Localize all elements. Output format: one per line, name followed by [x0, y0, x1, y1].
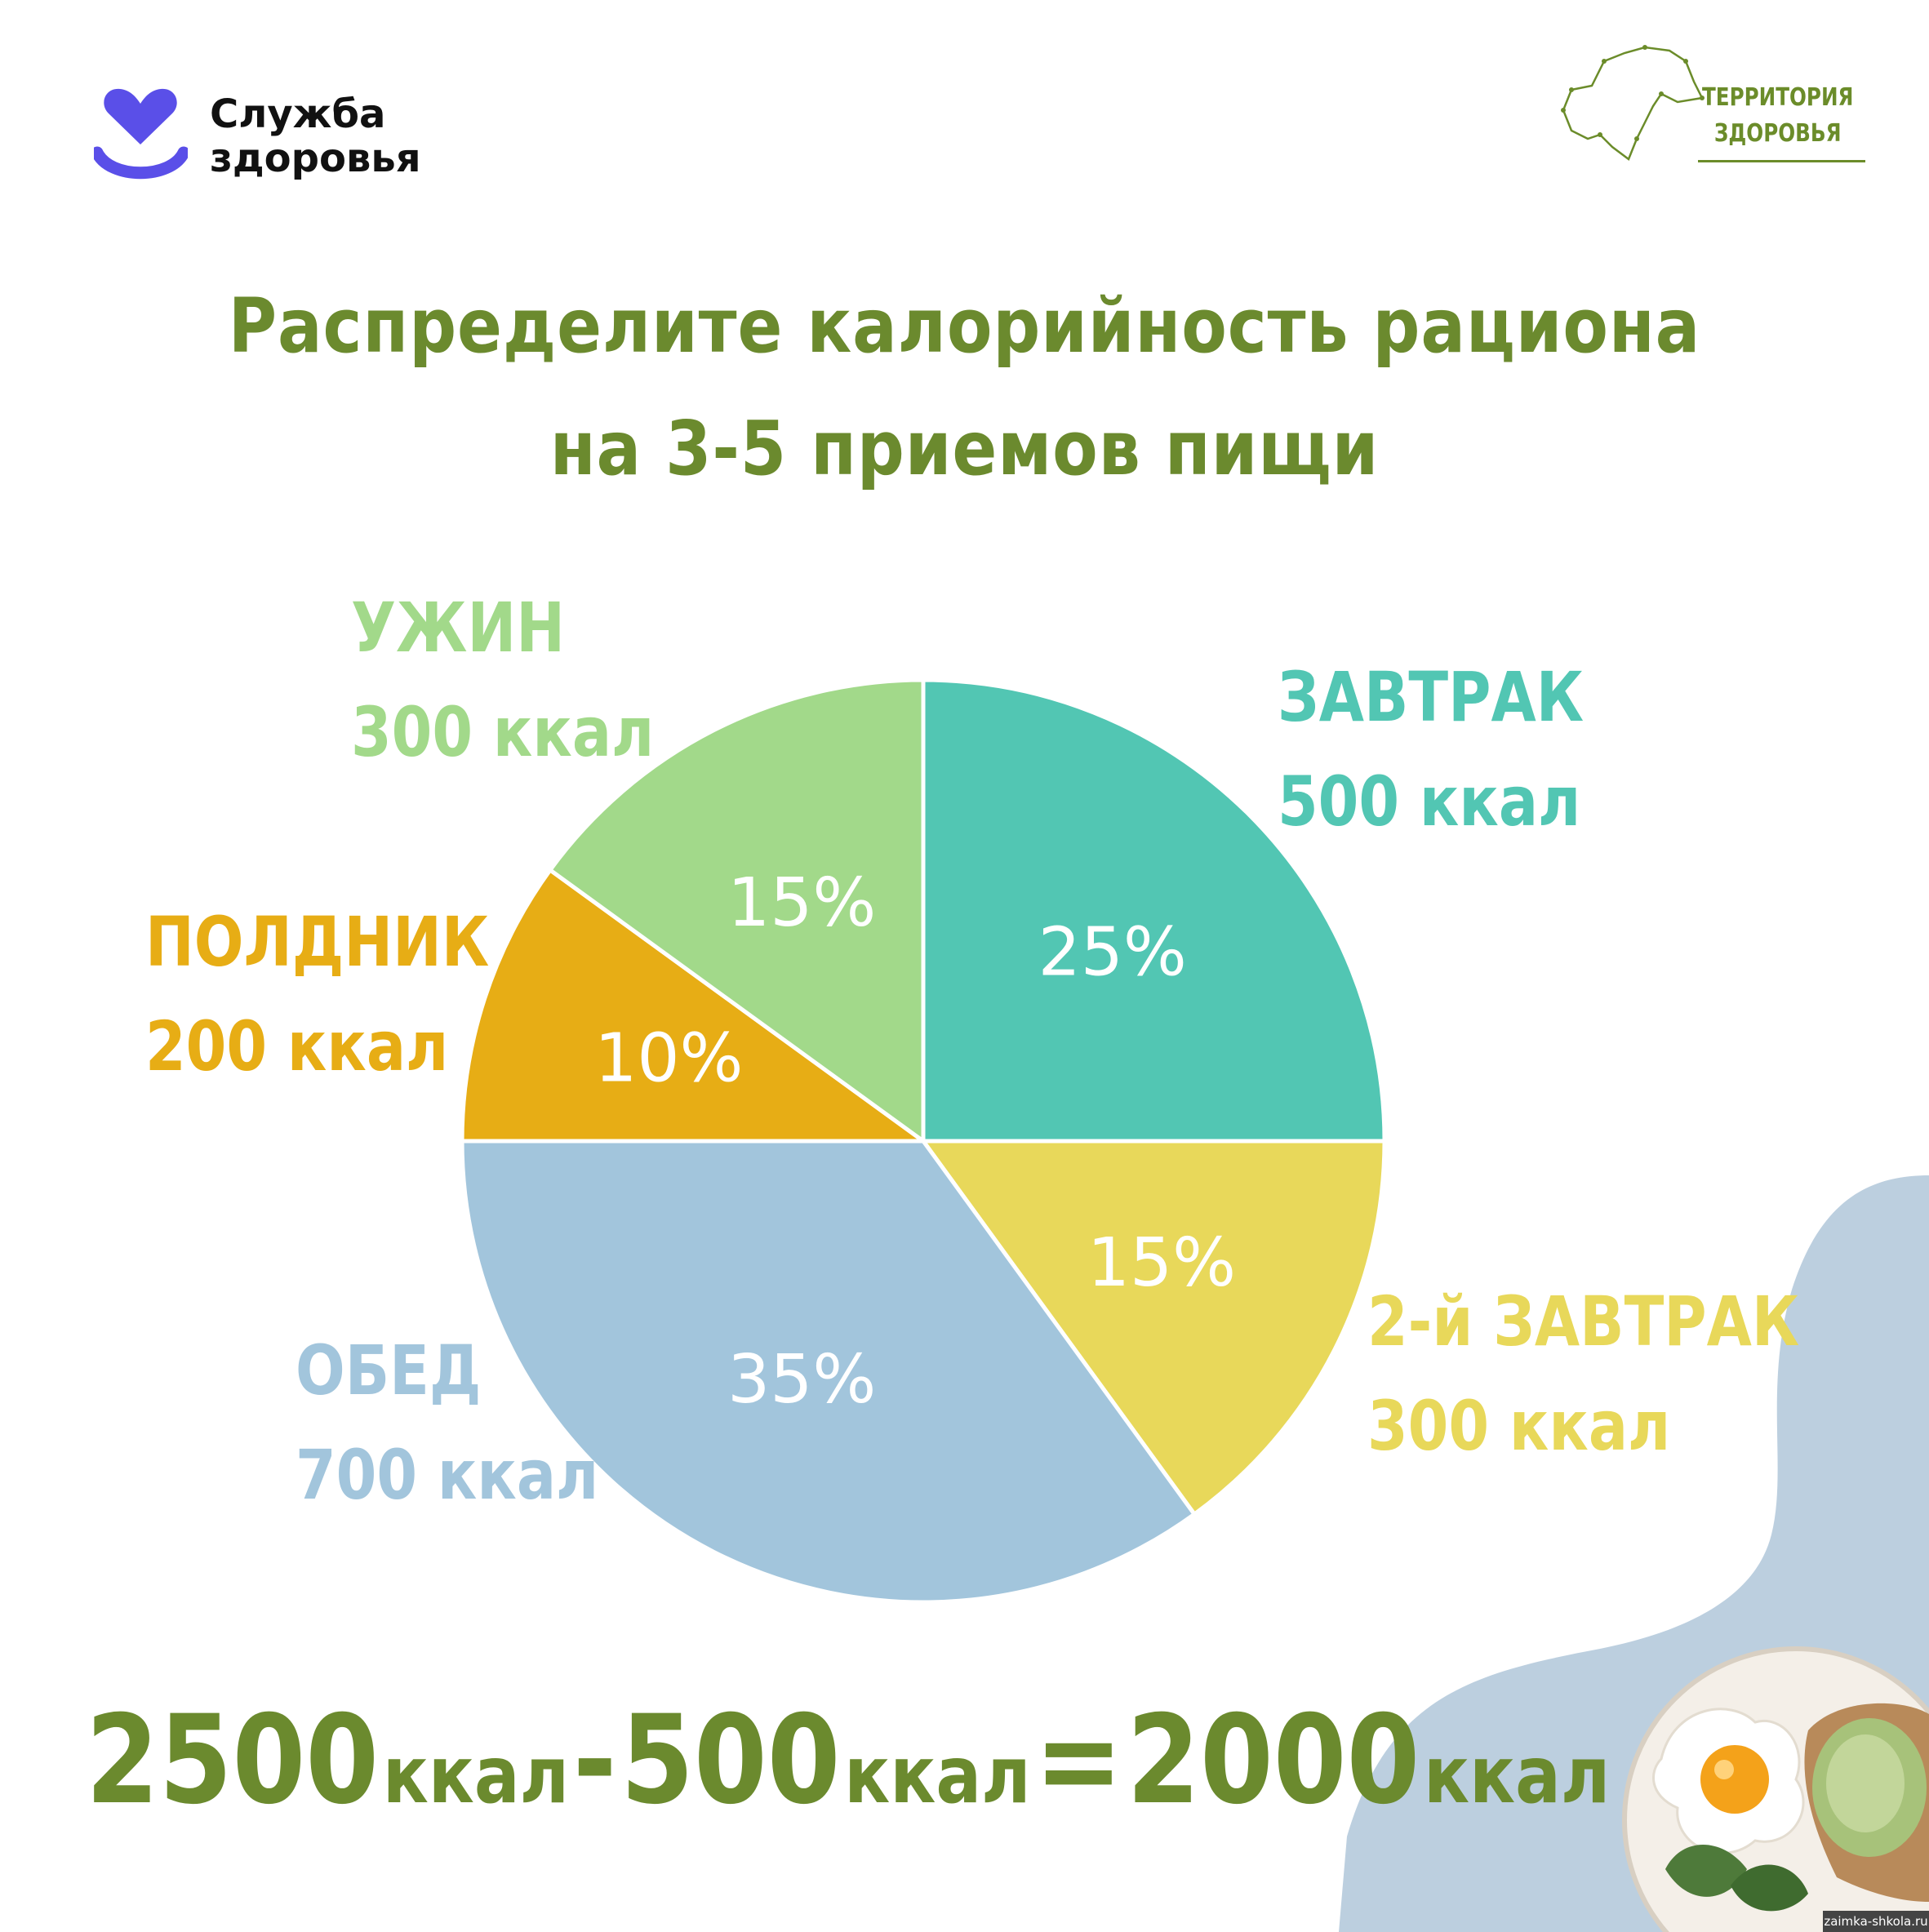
pie-pct-label-lunch: 35% [727, 1341, 876, 1419]
pie-pct-label-snack: 10% [594, 1020, 743, 1098]
formula-unit-2: ккал [844, 1730, 1031, 1821]
sluzhba-zdorovya-logo: Служба здоровья [94, 86, 469, 192]
territoriya-zdorovya-logo: ТЕРРИТОРИЯ ЗДОРОВЬЯ [1555, 41, 1865, 171]
label-breakfast: ЗАВТРАК 500 ккал [1278, 645, 1584, 854]
label-breakfast-kcal: 500 ккал [1278, 762, 1581, 842]
logo-right-line-1: ТЕРРИТОРИЯ [1702, 83, 1854, 112]
pie-slice-lunch [460, 1139, 1198, 1605]
formula-minus: - [572, 1690, 617, 1832]
formula-result: 2000 [1127, 1690, 1420, 1832]
formula-total: 2500 [86, 1690, 380, 1832]
formula-subtract: 500 [620, 1690, 841, 1832]
formula-unit-1: ккал [382, 1730, 570, 1821]
calorie-formula: 2500 ккал - 500 ккал = 2000 ккал [86, 1690, 1610, 1832]
pie-slice-dinner [547, 677, 926, 1145]
pie-pct-label-breakfast: 25% [1038, 913, 1187, 991]
label-lunch: ОБЕД 700 ккал [296, 1318, 598, 1527]
label-lunch-name: ОБЕД [296, 1330, 482, 1410]
breakfast-plate-illustration [1622, 1646, 1929, 1932]
heart-smile-icon [94, 88, 188, 180]
label-snack: ПОЛДНИК 200 ккал [145, 890, 489, 1099]
map-outline-icon [1561, 45, 1705, 161]
formula-unit-3: ккал [1424, 1730, 1611, 1821]
logo-right-line-2: ЗДОРОВЬЯ [1713, 119, 1842, 148]
pie-slice-second_breakfast [919, 1139, 1387, 1517]
page-title: Распределите калорийность рациона на 3-5… [0, 265, 1929, 510]
label-second-breakfast-kcal: 300 ккал [1367, 1386, 1671, 1466]
label-second-breakfast: 2-й ЗАВТРАК 300 ккал [1367, 1269, 1799, 1478]
logo-line-1: Служба [210, 91, 386, 137]
label-lunch-kcal: 700 ккал [296, 1435, 599, 1515]
label-snack-kcal: 200 ккал [145, 1006, 449, 1086]
formula-equals: = [1034, 1690, 1123, 1832]
logo-line-2: здоровья [210, 135, 421, 181]
logo-underline [1698, 160, 1865, 162]
pie-pct-label-second_breakfast: 15% [1087, 1224, 1236, 1302]
label-dinner-kcal: 300 ккал [351, 692, 655, 772]
label-dinner: УЖИН 300 ккал [351, 575, 654, 784]
label-breakfast-name: ЗАВТРАК [1278, 657, 1585, 737]
label-second-breakfast-name: 2-й ЗАВТРАК [1367, 1281, 1800, 1361]
title-line-2: на 3-5 приемов пищи [549, 405, 1380, 492]
pie-slice-snack [460, 867, 930, 1144]
pie-slice-breakfast [921, 677, 1387, 1144]
pie-pct-label-dinner: 15% [727, 864, 876, 942]
title-line-1: Распределите калорийность рациона [228, 282, 1701, 370]
label-snack-name: ПОЛДНИК [145, 902, 490, 982]
watermark: zaimka-shkola.ru [1823, 1911, 1929, 1932]
label-dinner-name: УЖИН [351, 588, 565, 668]
